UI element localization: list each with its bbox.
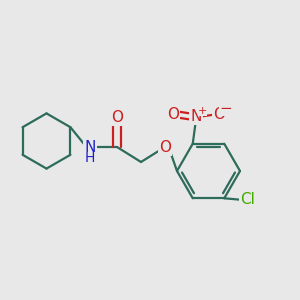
Text: +: +	[198, 106, 207, 116]
Text: H: H	[85, 152, 95, 165]
Text: O: O	[159, 140, 171, 154]
Text: −: −	[219, 101, 232, 116]
Text: O: O	[213, 107, 225, 122]
Text: N: N	[84, 140, 96, 154]
Text: Cl: Cl	[240, 192, 255, 207]
Text: O: O	[111, 110, 123, 124]
Text: N: N	[190, 109, 201, 124]
Text: O: O	[167, 107, 179, 122]
